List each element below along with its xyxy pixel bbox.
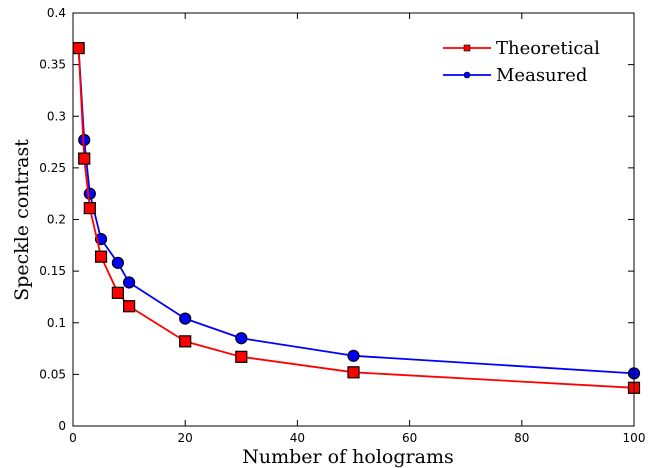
x-tick-label: 20 (178, 431, 193, 445)
x-axis-title: Number of holograms (242, 446, 453, 468)
measured-point (179, 312, 192, 325)
plot-area (72, 42, 641, 394)
theoretical-point (122, 300, 136, 313)
measured-point (123, 276, 136, 289)
y-tick-label: 0.15 (39, 264, 66, 278)
theoretical-point (235, 350, 248, 363)
theoretical-point (347, 366, 360, 379)
legend-theoretical-marker (463, 44, 471, 52)
measured-point (347, 349, 360, 362)
measured-point (83, 187, 96, 200)
y-tick-label: 0.4 (47, 6, 66, 20)
y-tick-label: 0.35 (39, 58, 66, 72)
y-tick-label: 0 (58, 419, 66, 433)
x-tick-label: 60 (402, 431, 417, 445)
legend-measured-marker (463, 71, 471, 79)
theoretical-series-line (77, 48, 635, 389)
theoretical-point (78, 152, 91, 165)
y-tick-label: 0.3 (47, 109, 66, 123)
x-tick-label: 100 (623, 431, 646, 445)
y-tick-label: 0.05 (39, 367, 66, 381)
measured-point (235, 332, 248, 345)
legend: Theoretical Measured (443, 38, 600, 86)
x-tick-label: 80 (514, 431, 529, 445)
x-tick-label: 0 (69, 431, 77, 445)
legend-theoretical-label: Theoretical (496, 38, 600, 59)
theoretical-point (94, 250, 108, 263)
axes: 0 20 40 60 80 100 0 0.05 0.1 0.15 0.2 0.25 0.3 0.35 0.… (39, 6, 645, 445)
legend-measured-label: Measured (496, 65, 587, 86)
theoretical-point (111, 286, 124, 299)
y-tick-label: 0.2 (47, 213, 66, 227)
theoretical-point (72, 42, 85, 55)
theoretical-point (83, 202, 96, 215)
x-tick-label: 40 (290, 431, 305, 445)
y-tick-label: 0.1 (47, 316, 66, 330)
theoretical-point (179, 335, 192, 348)
y-tick-label: 0.25 (39, 161, 66, 175)
measured-point (111, 256, 124, 269)
y-axis-title: Speckle contrast (11, 139, 33, 301)
measured-series-line (77, 48, 635, 375)
